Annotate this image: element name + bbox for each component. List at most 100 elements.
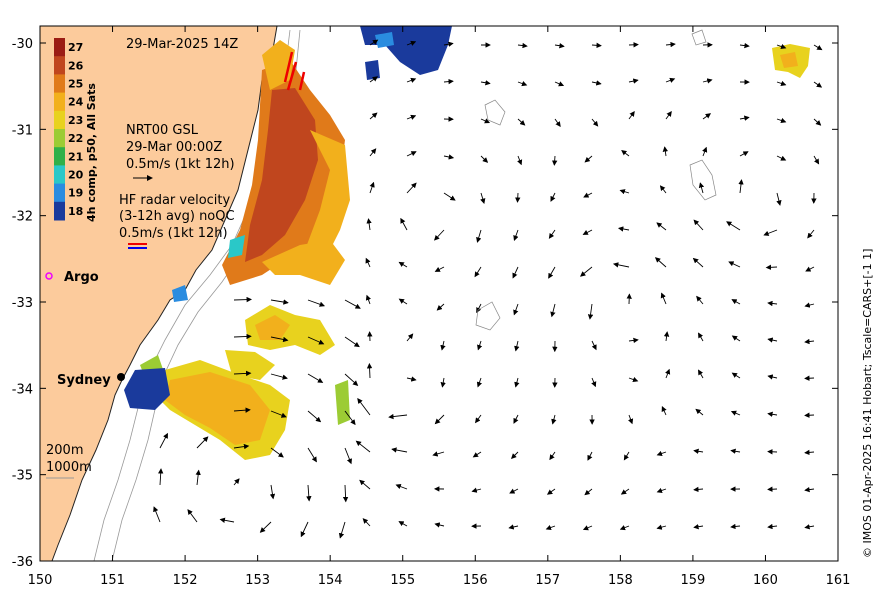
current-arrow: [731, 335, 741, 342]
current-arrow: [233, 478, 240, 486]
current-arrow: [584, 155, 593, 163]
current-arrow: [233, 370, 252, 377]
current-arrow: [474, 266, 482, 278]
current-arrow: [698, 182, 705, 194]
current-arrow: [471, 487, 482, 493]
current-arrow: [477, 340, 483, 351]
current-arrow: [434, 266, 445, 272]
current-arrow: [514, 340, 520, 352]
y-axis: -30 -31 -32 -33 -34 -35 -36: [12, 37, 838, 570]
current-arrow: [654, 257, 667, 268]
colorbar-swatch: [54, 110, 65, 130]
current-arrow: [509, 488, 519, 494]
current-arrow: [804, 302, 815, 308]
current-arrow: [476, 377, 482, 388]
y-tick-label: -32: [12, 210, 33, 225]
current-arrow: [398, 261, 408, 268]
current-arrow: [362, 518, 371, 527]
current-arrow: [698, 369, 704, 379]
colorbar: 27 26 25 24 23 22 21 20 19 18: [54, 38, 84, 221]
current-arrow: [443, 78, 454, 85]
current-arrow: [545, 524, 556, 531]
current-arrow: [628, 110, 635, 120]
current-arrow: [765, 264, 778, 271]
colorbar-swatch: [54, 147, 65, 166]
current-arrow: [395, 484, 408, 490]
current-arrow: [693, 219, 704, 231]
current-arrow: [440, 377, 446, 388]
current-arrow: [517, 42, 528, 49]
current-arrow: [440, 340, 446, 351]
current-arrow: [702, 78, 713, 84]
nrt-scale: 0.5m/s (1kt 12h): [126, 157, 235, 172]
current-arrow: [153, 506, 161, 523]
current-arrow: [551, 155, 558, 166]
current-arrow: [476, 303, 482, 314]
y-tick-label: -35: [12, 469, 33, 484]
current-arrow: [619, 189, 630, 195]
x-tick-label: 159: [680, 573, 705, 588]
argo-label: Argo: [64, 270, 99, 285]
current-arrow: [813, 81, 823, 88]
current-arrow: [259, 521, 272, 533]
current-arrow: [692, 257, 704, 268]
current-arrow: [767, 411, 778, 417]
current-arrow: [730, 523, 741, 530]
current-arrow: [591, 42, 602, 49]
current-arrow: [582, 229, 593, 235]
current-arrow: [391, 447, 408, 453]
current-arrow: [307, 447, 317, 463]
current-arrow: [767, 523, 778, 530]
current-arrow: [728, 261, 741, 268]
current-arrow: [587, 451, 593, 461]
colorbar-swatch: [54, 129, 65, 148]
current-arrow: [776, 80, 787, 86]
current-arrow: [517, 155, 523, 166]
current-arrow: [233, 407, 251, 413]
map-title: 29-Mar-2025 14Z: [126, 37, 238, 52]
colorbar-swatch: [54, 92, 65, 112]
current-arrow: [776, 117, 787, 124]
current-arrow: [344, 299, 361, 309]
current-arrow: [514, 377, 520, 388]
current-arrow: [767, 374, 778, 380]
current-arrow: [739, 151, 749, 157]
current-arrow: [406, 151, 417, 157]
current-arrow: [270, 299, 289, 305]
current-arrow: [344, 410, 356, 426]
current-arrow: [739, 42, 750, 49]
colorbar-tick-label: 20: [68, 169, 84, 182]
current-arrow: [726, 221, 741, 231]
current-arrow: [731, 299, 741, 305]
current-arrow: [804, 338, 815, 345]
contour-200-label: 200m: [46, 443, 83, 458]
colorbar-tick-label: 19: [68, 187, 83, 200]
current-arrow: [696, 295, 704, 305]
current-arrow: [550, 192, 556, 202]
colorbar-swatch: [54, 183, 65, 203]
current-arrow: [406, 376, 417, 382]
current-arrow: [269, 484, 276, 500]
colorbar-tick-label: 21: [68, 150, 83, 163]
current-arrow: [612, 262, 630, 268]
current-arrow: [508, 524, 519, 530]
current-arrow: [517, 118, 526, 126]
current-arrow: [513, 303, 519, 316]
current-arrow: [307, 299, 325, 307]
y-tick-label: -36: [12, 555, 33, 570]
current-arrow: [307, 410, 322, 423]
current-arrow: [366, 362, 373, 379]
current-arrow: [665, 41, 676, 48]
colorbar-tick-label: 26: [68, 59, 84, 72]
y-tick-label: -30: [12, 37, 33, 52]
island-contour: [691, 29, 707, 46]
plot-frame: [39, 25, 839, 562]
colorbar-swatch: [54, 38, 65, 57]
current-arrow: [434, 229, 445, 241]
x-tick-label: 154: [318, 573, 343, 588]
current-arrow: [388, 413, 408, 420]
x-tick-label: 157: [535, 573, 560, 588]
colorbar-title: 4h comp, p50, All Sats: [85, 83, 98, 222]
current-arrow: [475, 414, 482, 424]
current-arrow: [665, 77, 676, 83]
